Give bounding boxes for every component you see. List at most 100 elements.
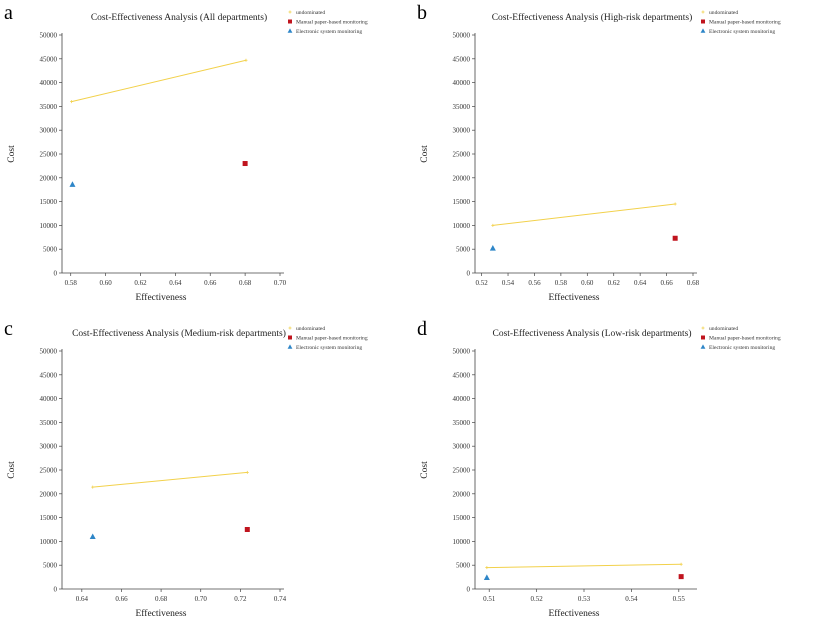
undominated-line: [92, 471, 248, 488]
legend-marker-manual: [288, 19, 292, 24]
legend-label: Manual paper-based monitoring: [296, 336, 368, 342]
y-tick-label: 30000: [40, 443, 58, 451]
y-tick-label: 50000: [40, 348, 58, 356]
y-tick-label: 0: [467, 586, 471, 594]
y-tick-label: 25000: [40, 467, 58, 475]
legend-label: undominated: [709, 10, 738, 16]
manual-monitoring-point: [242, 161, 248, 167]
legend-marker-manual: [288, 335, 292, 340]
y-tick-label: 35000: [40, 103, 58, 111]
x-tick-label: 0.56: [528, 279, 541, 287]
panel-letter: d: [417, 318, 427, 340]
y-tick-label: 0: [467, 270, 471, 278]
undominated-point: [673, 202, 677, 206]
x-tick-label: 0.64: [169, 279, 182, 287]
y-tick-label: 35000: [453, 103, 471, 111]
y-tick-label: 5000: [43, 562, 58, 570]
y-tick-label: 45000: [453, 371, 471, 379]
y-axis-label: Cost: [7, 145, 17, 163]
chart-panel-d: d Cost-Effectiveness Analysis (Low-risk …: [413, 316, 825, 631]
manual-monitoring-point: [244, 527, 250, 532]
legend-label: Electronic system monitoring: [709, 29, 775, 35]
panel-letter: a: [4, 2, 13, 24]
y-tick-label: 25000: [453, 467, 471, 475]
y-tick-label: 5000: [456, 562, 471, 570]
y-tick-label: 35000: [40, 419, 58, 427]
y-tick-label: 20000: [453, 490, 471, 498]
legend-label: undominated: [709, 326, 738, 332]
legend-marker-undominated: [701, 10, 705, 14]
undominated-point: [244, 58, 248, 62]
undominated-point: [91, 485, 95, 489]
x-tick-label: 0.54: [502, 279, 515, 287]
x-tick-label: 0.66: [204, 279, 217, 287]
y-tick-label: 15000: [453, 514, 471, 522]
legend-label: undominated: [296, 326, 325, 332]
chart-title: Cost-Effectiveness Analysis (High-risk d…: [492, 12, 693, 23]
chart-panel-c: c Cost-Effectiveness Analysis (Medium-ri…: [0, 316, 412, 631]
legend-label: Electronic system monitoring: [296, 345, 362, 351]
x-axis-label: Effectiveness: [549, 608, 600, 619]
manual-monitoring-point: [678, 574, 684, 580]
x-tick-label: 0.53: [578, 595, 591, 603]
y-tick-label: 0: [54, 586, 58, 594]
legend-label: undominated: [296, 10, 325, 16]
y-tick-label: 25000: [40, 151, 58, 159]
y-tick-label: 50000: [453, 348, 471, 356]
y-tick-label: 25000: [453, 151, 471, 159]
y-tick-label: 30000: [453, 443, 471, 451]
y-tick-label: 5000: [43, 246, 58, 254]
x-axis-label: Effectiveness: [136, 608, 187, 619]
x-tick-label: 0.54: [625, 595, 638, 603]
legend-label: Manual paper-based monitoring: [296, 20, 368, 26]
legend-label: Manual paper-based monitoring: [709, 336, 781, 342]
y-tick-label: 10000: [453, 222, 471, 230]
electronic-monitoring-point: [89, 533, 96, 540]
x-tick-label: 0.68: [239, 279, 252, 287]
x-tick-label: 0.51: [483, 595, 496, 603]
electronic-monitoring-point: [69, 181, 76, 187]
y-tick-label: 45000: [40, 55, 58, 63]
y-tick-label: 10000: [453, 538, 471, 546]
y-tick-label: 15000: [40, 514, 58, 522]
legend-label: Manual paper-based monitoring: [709, 20, 781, 26]
panel-letter: b: [417, 2, 427, 24]
chart-svg-b: Cost-Effectiveness Analysis (High-risk d…: [420, 10, 781, 303]
x-tick-label: 0.68: [687, 279, 700, 287]
undominated-point: [70, 100, 74, 104]
x-tick-label: 0.68: [155, 595, 168, 603]
y-tick-label: 20000: [40, 174, 58, 182]
undominated-line: [486, 563, 682, 569]
y-tick-label: 40000: [40, 79, 58, 87]
x-tick-label: 0.58: [65, 279, 78, 287]
legend-marker-electronic: [700, 344, 706, 349]
legend-marker-manual: [701, 335, 705, 340]
x-tick-label: 0.58: [555, 279, 568, 287]
legend-marker-undominated: [288, 10, 292, 14]
x-tick-label: 0.64: [634, 279, 647, 287]
undominated-point: [245, 470, 249, 474]
y-axis-label: Cost: [7, 461, 17, 479]
x-tick-label: 0.60: [99, 279, 112, 287]
x-axis-label: Effectiveness: [549, 292, 600, 303]
legend-marker-electronic: [700, 28, 706, 33]
x-tick-label: 0.70: [195, 595, 208, 603]
undominated-point: [491, 223, 495, 227]
x-tick-label: 0.62: [134, 279, 147, 287]
electronic-monitoring-point: [489, 245, 496, 251]
legend-marker-undominated: [288, 326, 292, 330]
legend-label: Electronic system monitoring: [296, 29, 362, 35]
legend-label: Electronic system monitoring: [709, 345, 775, 351]
y-tick-label: 5000: [456, 246, 471, 254]
chart-title: Cost-Effectiveness Analysis (All departm…: [91, 12, 267, 23]
y-tick-label: 50000: [453, 32, 471, 40]
y-tick-label: 40000: [40, 395, 58, 403]
x-tick-label: 0.52: [530, 595, 543, 603]
y-tick-label: 45000: [453, 55, 471, 63]
legend-marker-undominated: [701, 326, 705, 330]
chart-panel-b: b Cost-Effectiveness Analysis (High-risk…: [413, 0, 825, 315]
x-tick-label: 0.66: [115, 595, 128, 603]
electronic-monitoring-point: [483, 574, 490, 580]
x-tick-label: 0.60: [581, 279, 594, 287]
undominated-point: [485, 566, 489, 570]
